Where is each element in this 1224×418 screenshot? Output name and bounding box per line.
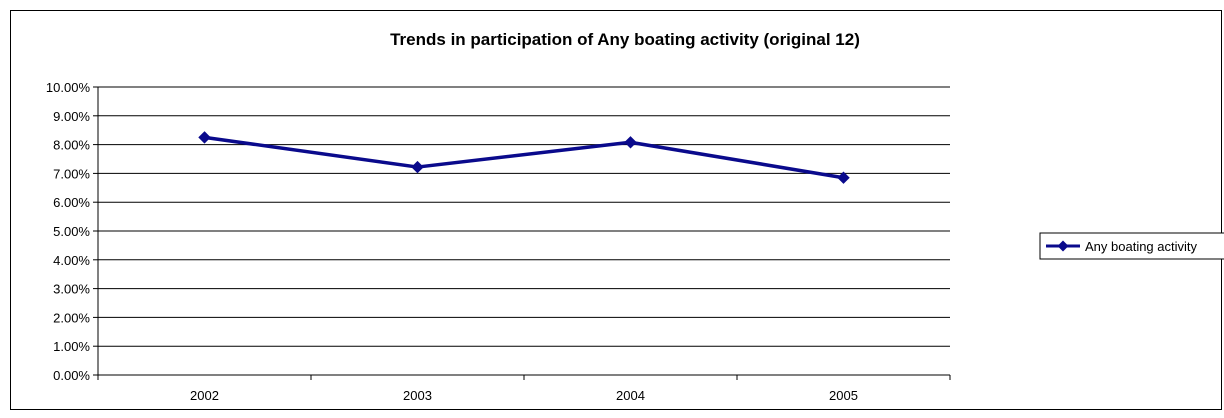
x-tick-label: 2002 <box>190 388 219 403</box>
gridlines <box>93 86 950 376</box>
chart-title: Trends in participation of Any boating a… <box>390 30 860 49</box>
y-tick-label: 8.00% <box>53 138 90 153</box>
x-tick-label: 2005 <box>829 388 858 403</box>
y-tick-label: 2.00% <box>53 310 90 325</box>
series-line <box>204 135 844 180</box>
chart-frame <box>10 10 1222 410</box>
legend-marker-diamond <box>1057 240 1069 252</box>
y-tick-label: 3.00% <box>53 282 90 297</box>
data-point-marker <box>198 131 211 144</box>
series <box>198 131 850 184</box>
y-tick-label: 0.00% <box>53 368 90 383</box>
y-axis-tick-labels: 0.00% 1.00% 2.00% 3.00% 4.00% 5.00% 6.00% 7.00%… <box>46 80 91 383</box>
y-tick-label: 9.00% <box>53 109 90 124</box>
x-tick-label: 2003 <box>403 388 432 403</box>
y-tick-label: 6.00% <box>53 195 90 210</box>
data-point-marker <box>624 136 637 149</box>
legend-label: Any boating activity <box>1085 239 1198 254</box>
legend: Any boating activity <box>1039 232 1224 260</box>
y-tick-label: 1.00% <box>53 339 90 354</box>
y-tick-label: 5.00% <box>53 224 90 239</box>
data-point-marker <box>411 160 424 174</box>
y-tick-label: 4.00% <box>53 253 90 268</box>
y-tick-label: 10.00% <box>46 80 91 95</box>
x-axis-tick-labels: 2002 2003 2004 2005 <box>190 388 858 403</box>
x-tick-label: 2004 <box>616 388 645 403</box>
axes <box>97 87 951 380</box>
y-tick-label: 7.00% <box>53 166 90 181</box>
data-point-marker <box>837 171 850 184</box>
